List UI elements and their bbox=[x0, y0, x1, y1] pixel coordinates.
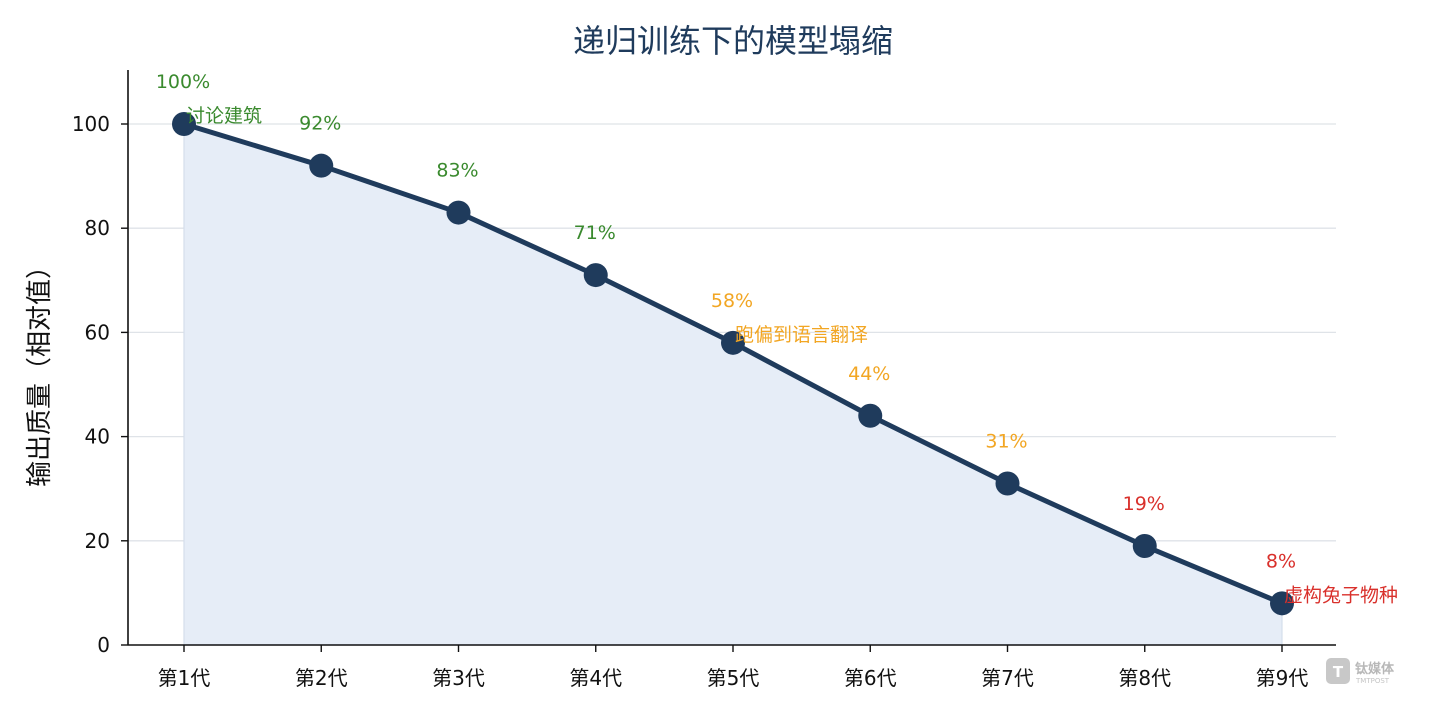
data-point bbox=[583, 263, 608, 288]
y-tick-label: 40 bbox=[85, 425, 110, 449]
y-tick-label: 100 bbox=[72, 112, 110, 136]
watermark-text: 钛媒体 bbox=[1354, 661, 1395, 677]
data-label: 19% bbox=[1123, 493, 1165, 515]
x-tick-label: 第7代 bbox=[981, 666, 1034, 690]
data-point bbox=[446, 200, 471, 225]
y-tick-label: 60 bbox=[85, 320, 110, 344]
x-tick-label: 第1代 bbox=[158, 666, 211, 690]
data-label: 8% bbox=[1266, 550, 1296, 572]
x-tick-label: 第3代 bbox=[432, 666, 485, 690]
data-label: 92% bbox=[299, 113, 341, 135]
x-tick-label: 第5代 bbox=[707, 666, 760, 690]
chart-title: 递归训练下的模型塌缩 bbox=[573, 22, 893, 60]
y-axis-label: 输出质量（相对值） bbox=[25, 253, 55, 487]
x-tick-label: 第8代 bbox=[1118, 666, 1171, 690]
data-point bbox=[995, 471, 1020, 496]
data-label: 58% bbox=[711, 290, 753, 312]
data-label: 100% bbox=[156, 71, 210, 93]
data-label: 44% bbox=[848, 363, 890, 385]
y-tick-label: 80 bbox=[85, 216, 110, 240]
y-tick-label: 20 bbox=[85, 529, 110, 553]
x-tick-label: 第4代 bbox=[569, 666, 622, 690]
watermark-sub: TMTPOST bbox=[1355, 677, 1390, 685]
data-label: 31% bbox=[985, 430, 1027, 452]
data-label: 71% bbox=[574, 222, 616, 244]
watermark-logo-letter: T bbox=[1333, 663, 1344, 681]
data-label: 83% bbox=[436, 160, 478, 182]
annotation-label: 讨论建筑 bbox=[186, 105, 262, 127]
data-point bbox=[858, 403, 883, 428]
x-ticks: 第1代 第2代 第3代 第4代 第5代 第6代 第7代 第8代 第9代 bbox=[158, 645, 1309, 690]
annotation-label: 跑偏到语言翻译 bbox=[735, 324, 868, 346]
data-point bbox=[172, 112, 196, 136]
data-labels: 100% 92% 83% 71% 58% 44% 31% 19% 8% bbox=[156, 71, 1296, 572]
watermark: T 钛媒体 TMTPOST bbox=[1326, 658, 1395, 685]
data-point bbox=[309, 153, 334, 178]
data-point bbox=[1132, 534, 1157, 559]
y-ticks: 0 20 40 60 80 100 bbox=[72, 112, 128, 657]
watermark-logo-icon bbox=[1326, 658, 1350, 684]
x-tick-label: 第6代 bbox=[844, 666, 897, 690]
x-tick-label: 第9代 bbox=[1256, 666, 1309, 690]
y-tick-label: 0 bbox=[97, 633, 110, 657]
x-tick-label: 第2代 bbox=[295, 666, 348, 690]
annotation-label: 虚构兔子物种 bbox=[1284, 584, 1398, 606]
data-point bbox=[1270, 591, 1294, 616]
area-fill bbox=[183, 123, 1283, 646]
data-points bbox=[172, 112, 1294, 616]
data-point bbox=[721, 330, 745, 355]
